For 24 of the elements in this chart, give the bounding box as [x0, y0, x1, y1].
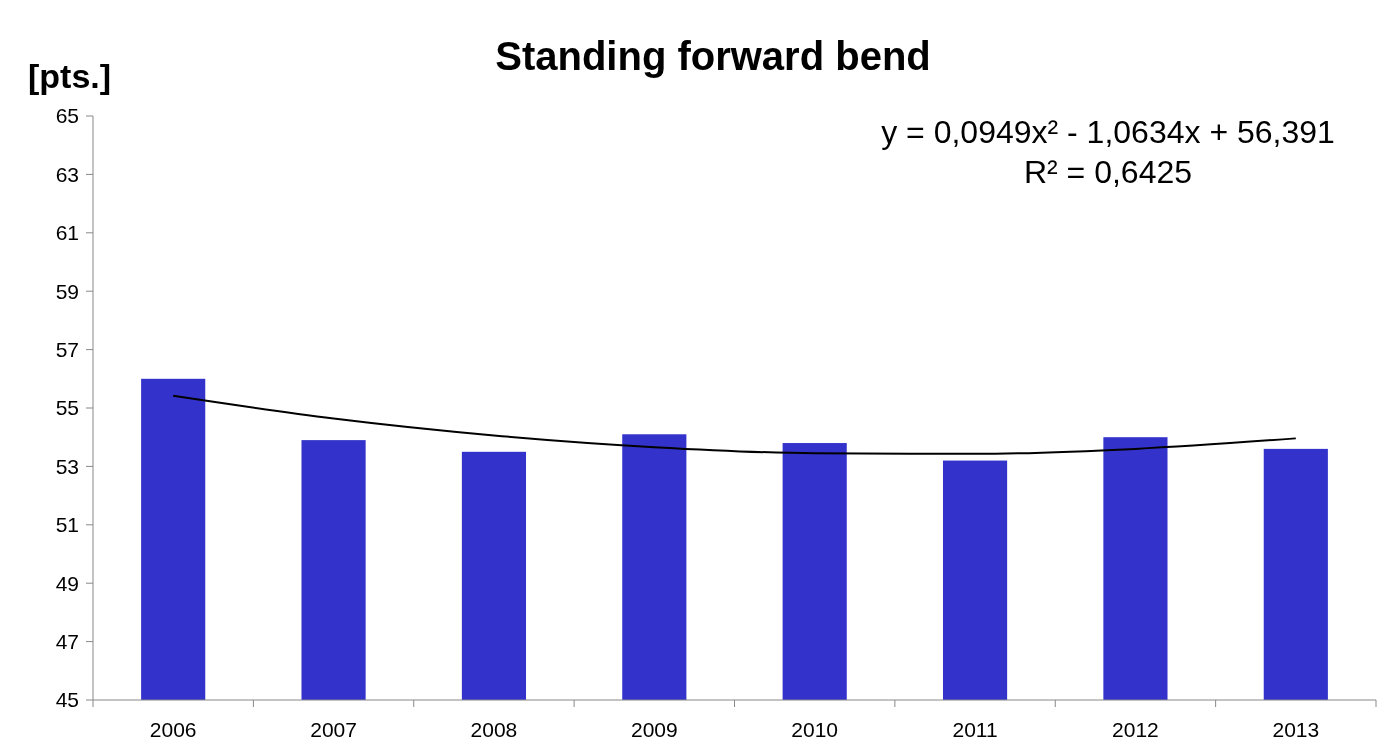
y-tick-label: 51: [55, 513, 79, 537]
line-series: [172, 394, 1297, 455]
y-tick-label: 45: [55, 688, 79, 712]
x-tick-label: 2009: [630, 718, 678, 741]
y-axis-title: [pts.]: [28, 57, 112, 95]
x-tick-label: 2008: [470, 718, 518, 741]
annotation: R² = 0,6425: [1023, 154, 1193, 190]
y-tick-label: 57: [55, 337, 79, 361]
y-tick-label: 59: [55, 279, 79, 303]
x-tick-label: 2012: [1112, 718, 1159, 741]
y-tick-label: 61: [55, 221, 79, 245]
annotation: y = 0,0949x² - 1,0634x + 56,391: [881, 114, 1335, 150]
x-tick-label: 2013: [1272, 718, 1320, 741]
x-tick-label: 2007: [310, 718, 357, 741]
y-tick-label: 47: [55, 629, 79, 653]
y-tick-label: 55: [55, 396, 79, 420]
y-tick-label: 49: [55, 571, 79, 595]
x-tick-label: 2006: [149, 718, 197, 741]
y-tick-label: 53: [55, 454, 79, 478]
y-tick-label: 63: [55, 162, 79, 186]
x-tick-label: 2011: [952, 718, 998, 741]
y-tick-label: 65: [55, 104, 79, 128]
chart-title: Standing forward bend: [495, 34, 931, 78]
x-tick-label: 2010: [791, 718, 839, 741]
